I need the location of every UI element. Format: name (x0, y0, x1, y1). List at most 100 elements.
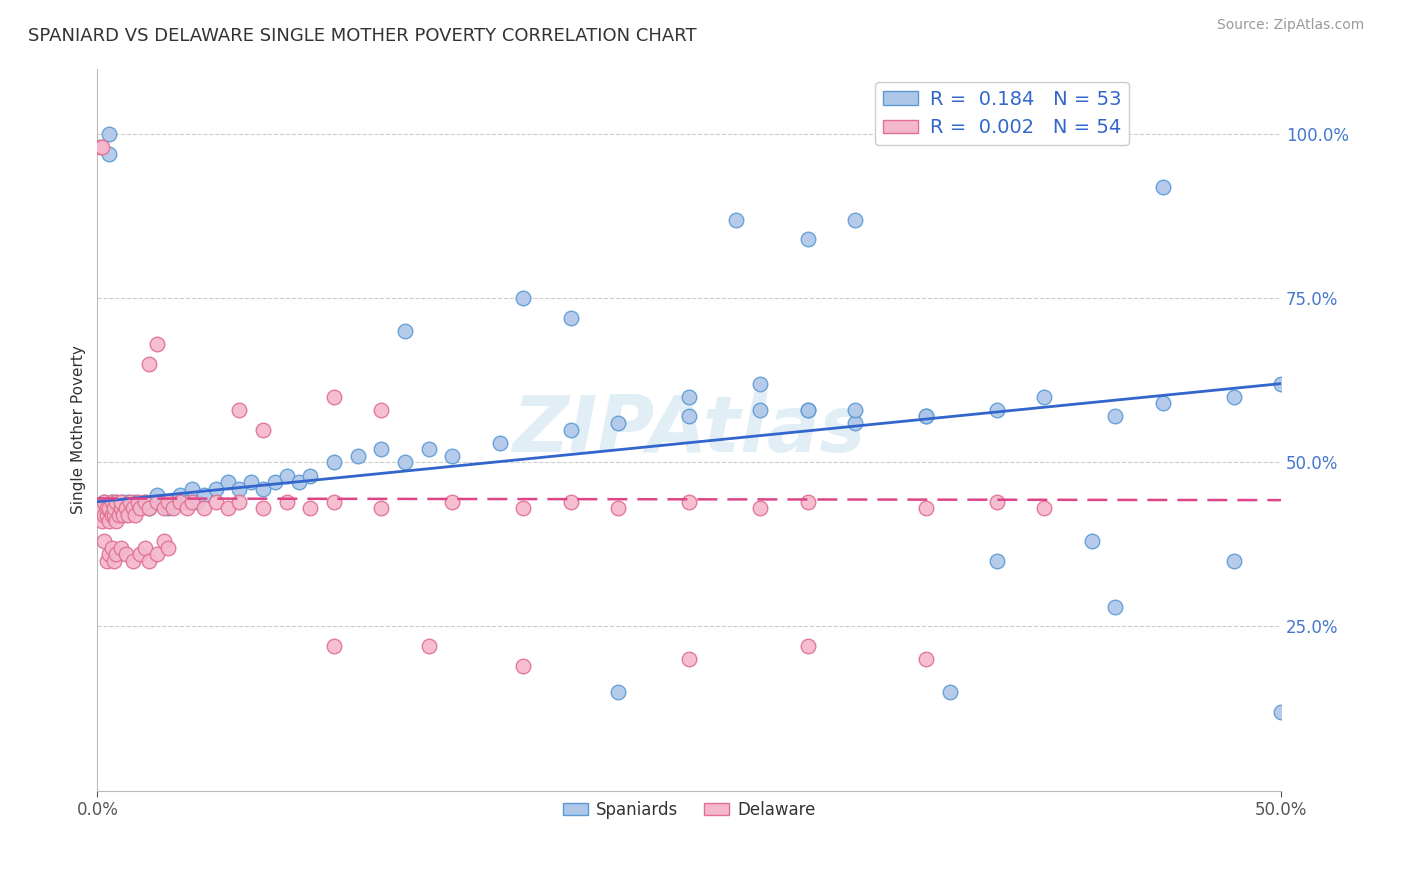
Point (678, 495, 700, 509)
Point (193, 488, 215, 502)
Point (844, 212, 866, 227)
Point (110, 541, 132, 555)
Point (103, 554, 125, 568)
Point (915, 409, 938, 424)
Point (346, 449, 368, 463)
Point (394, 324, 416, 338)
Point (120, 495, 142, 509)
Point (145, 495, 167, 509)
Point (89, 140, 111, 154)
Point (560, 495, 582, 509)
Point (323, 639, 346, 653)
Point (117, 508, 139, 522)
Point (152, 501, 174, 516)
Point (93, 495, 115, 509)
Point (103, 501, 125, 516)
Point (796, 639, 818, 653)
Point (938, 685, 960, 699)
Point (276, 468, 298, 483)
Point (89, 508, 111, 522)
Point (100, 495, 122, 509)
Point (193, 501, 215, 516)
Point (276, 495, 298, 509)
Point (121, 554, 143, 568)
Point (129, 501, 152, 516)
Point (138, 501, 160, 516)
Point (607, 501, 630, 516)
Point (323, 455, 346, 469)
Point (607, 685, 630, 699)
Point (418, 639, 440, 653)
Point (796, 495, 818, 509)
Point (169, 495, 191, 509)
Point (323, 390, 346, 404)
Point (228, 402, 250, 417)
Point (138, 501, 160, 516)
Point (186, 495, 208, 509)
Point (162, 501, 184, 516)
Point (512, 659, 534, 673)
Point (96, 554, 118, 568)
Point (124, 508, 146, 522)
Point (157, 501, 180, 516)
Point (100, 495, 122, 509)
Point (91, 501, 114, 516)
Point (129, 547, 152, 561)
Point (98, 501, 121, 516)
Point (796, 232, 818, 246)
Point (105, 495, 128, 509)
Point (105, 495, 128, 509)
Point (287, 475, 309, 489)
Point (560, 423, 582, 437)
Point (204, 482, 226, 496)
Point (121, 501, 143, 516)
Point (678, 409, 700, 424)
Point (796, 402, 818, 417)
Point (844, 416, 866, 430)
Point (117, 495, 139, 509)
Point (1033, 390, 1056, 404)
Point (98, 146, 121, 161)
Point (91, 140, 114, 154)
Point (512, 501, 534, 516)
Text: ZIPAtlas: ZIPAtlas (512, 392, 866, 467)
Point (749, 376, 772, 391)
Point (560, 310, 582, 325)
Point (370, 402, 392, 417)
Point (252, 501, 274, 516)
Point (176, 501, 198, 516)
Point (93, 508, 115, 522)
Point (110, 495, 132, 509)
Point (91, 515, 114, 529)
Point (1222, 554, 1244, 568)
Point (418, 442, 440, 457)
Point (127, 495, 149, 509)
Text: SPANIARD VS DELAWARE SINGLE MOTHER POVERTY CORRELATION CHART: SPANIARD VS DELAWARE SINGLE MOTHER POVER… (28, 27, 697, 45)
Point (204, 495, 226, 509)
Text: Source: ZipAtlas.com: Source: ZipAtlas.com (1216, 18, 1364, 32)
Point (134, 495, 156, 509)
Point (1152, 179, 1174, 194)
Point (986, 554, 1008, 568)
Point (96, 501, 118, 516)
Point (96, 508, 118, 522)
Point (749, 402, 772, 417)
Point (112, 508, 135, 522)
Point (157, 495, 180, 509)
Point (607, 416, 630, 430)
Point (252, 482, 274, 496)
Point (103, 508, 125, 522)
Point (121, 501, 143, 516)
Point (370, 442, 392, 457)
Point (162, 495, 184, 509)
Point (107, 501, 129, 516)
Point (138, 554, 160, 568)
Point (129, 501, 152, 516)
Point (228, 495, 250, 509)
Point (114, 501, 136, 516)
Point (986, 495, 1008, 509)
Point (105, 515, 128, 529)
Point (1104, 409, 1126, 424)
Point (488, 435, 510, 450)
Point (112, 495, 135, 509)
